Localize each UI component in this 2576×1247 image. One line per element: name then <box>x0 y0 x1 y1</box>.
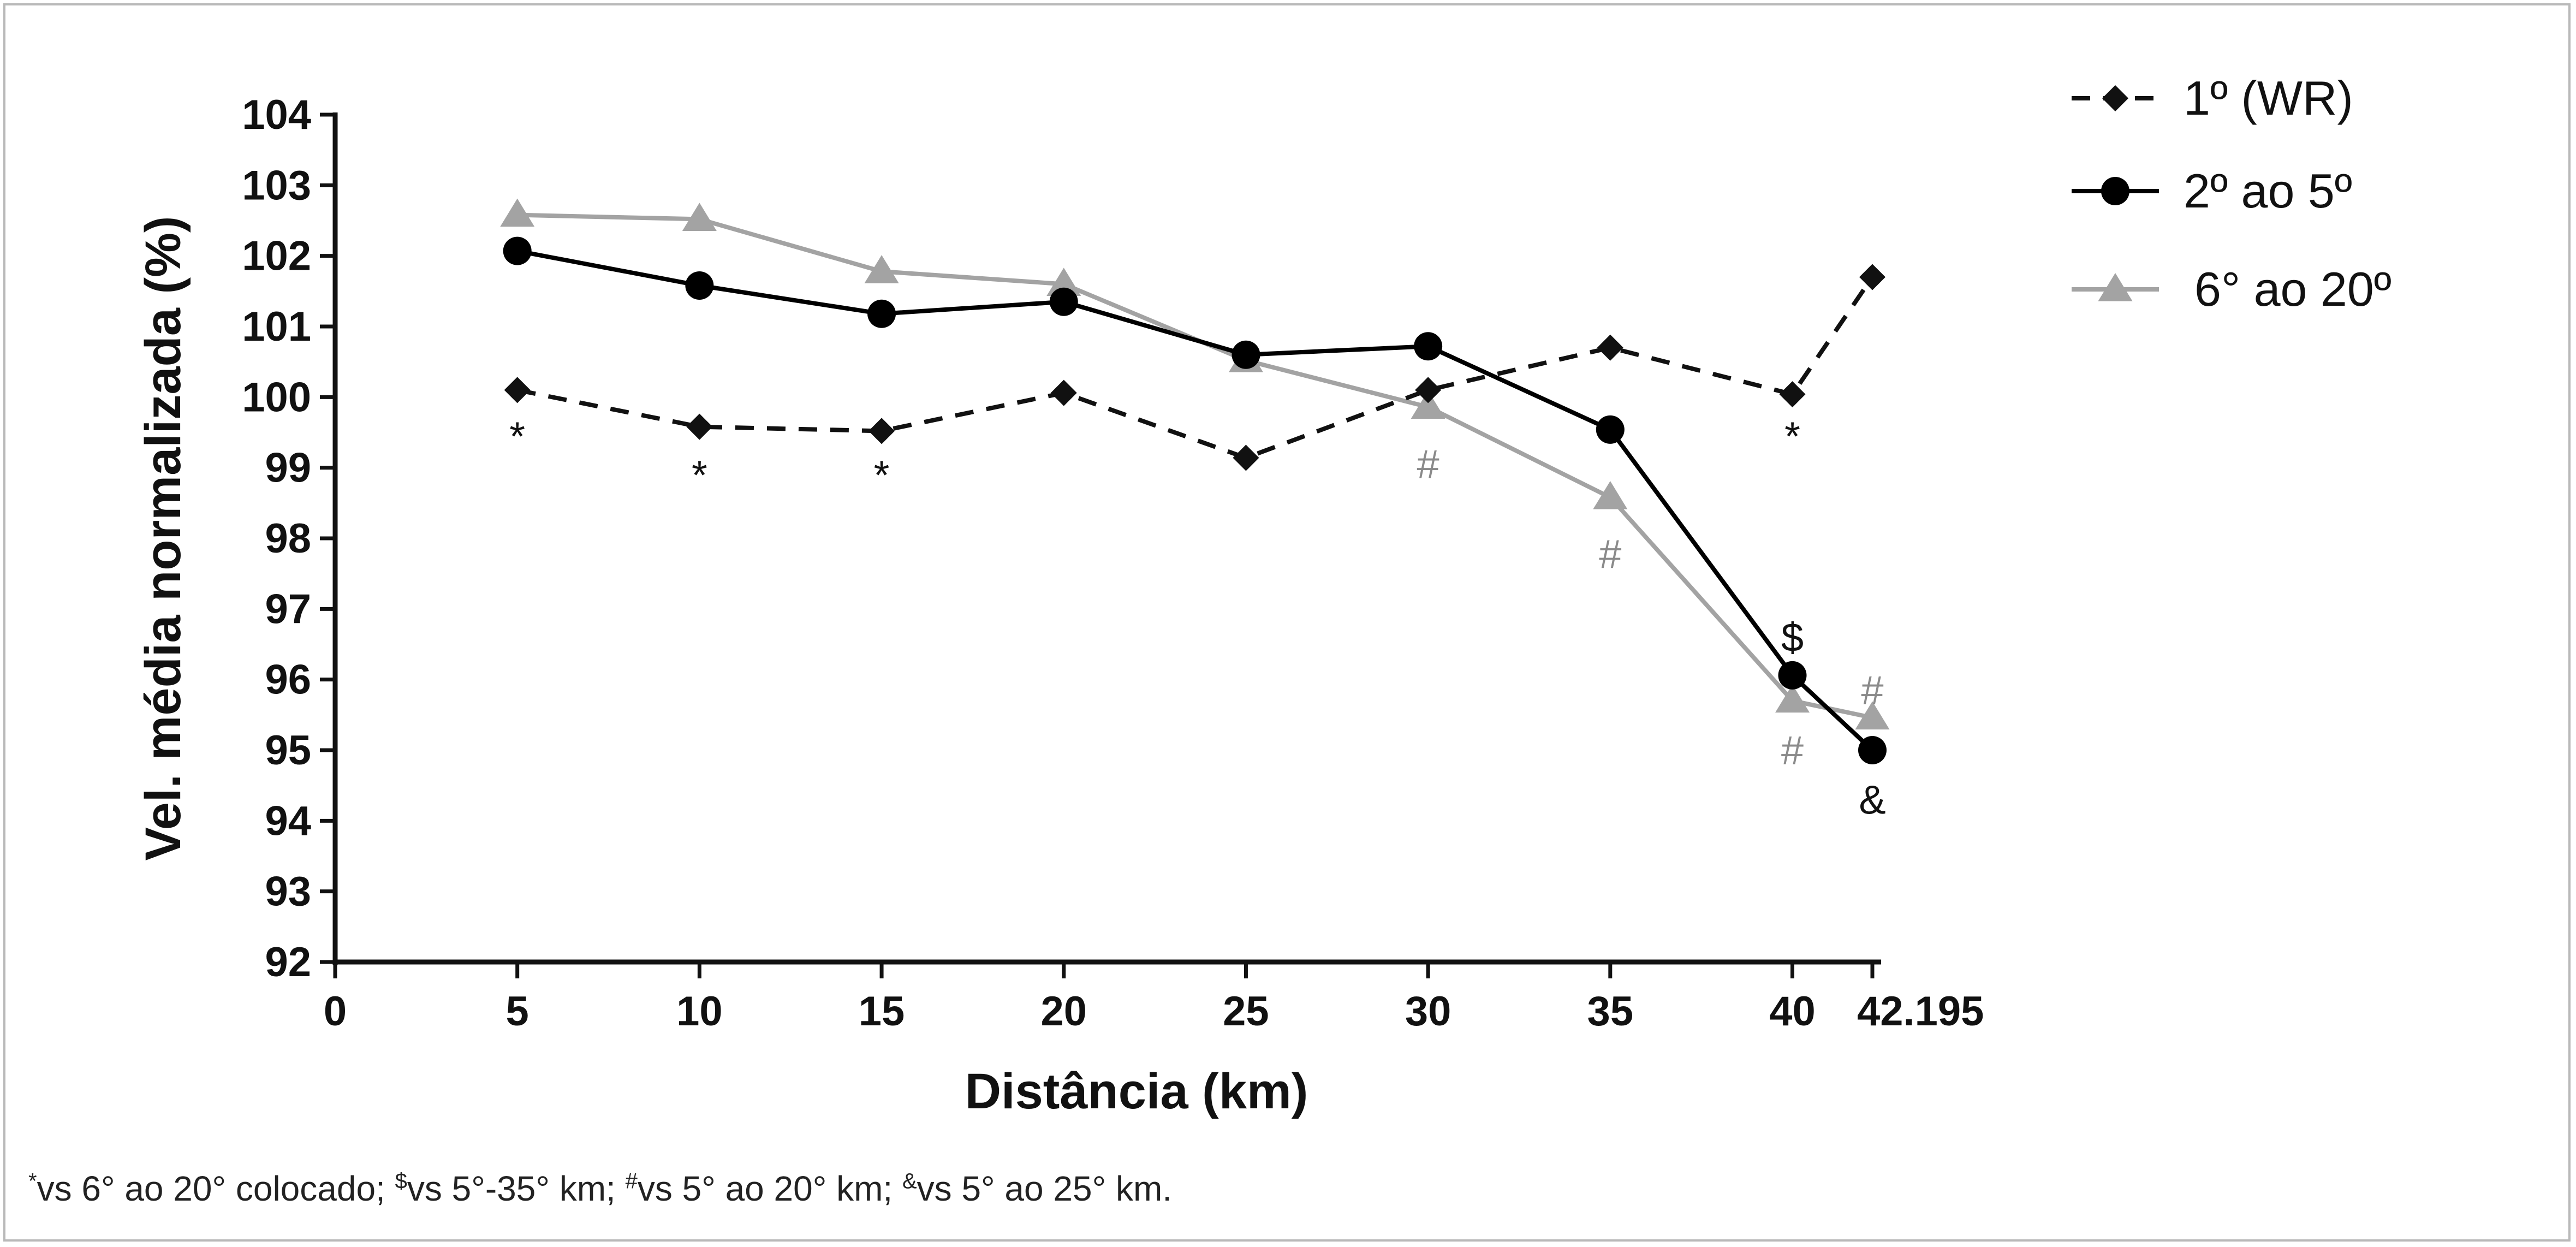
footnote-marker-dollar: $ <box>395 1169 407 1193</box>
data-point <box>1778 661 1807 690</box>
x-tick-label: 0 <box>324 988 347 1035</box>
footnote-marker-asterisk: * <box>28 1169 37 1193</box>
y-tick-label: 102 <box>242 233 311 280</box>
y-tick-label: 99 <box>265 445 311 491</box>
y-tick-label: 100 <box>242 374 311 420</box>
data-point <box>503 236 532 265</box>
legend-marker <box>2102 85 2128 111</box>
data-point <box>1411 390 1445 419</box>
data-point <box>1775 684 1810 713</box>
data-point <box>685 271 714 300</box>
legend-marker <box>2101 177 2129 205</box>
data-point <box>1593 480 1628 509</box>
data-point <box>1855 701 1890 730</box>
significance-marker: $ <box>1781 615 1804 660</box>
x-tick-label: 25 <box>1223 988 1269 1035</box>
series-line <box>516 276 1875 460</box>
y-tick-label: 95 <box>265 727 311 774</box>
data-point <box>1597 334 1623 361</box>
x-tick-label: 30 <box>1405 988 1451 1035</box>
footnote-marker-ampersand: & <box>902 1169 917 1193</box>
significance-marker: # <box>1417 442 1439 487</box>
x-tick-label: 10 <box>676 988 723 1035</box>
y-tick-label: 98 <box>265 515 311 562</box>
y-tick-label: 96 <box>265 657 311 703</box>
x-tick-label: 35 <box>1587 988 1634 1035</box>
y-axis-title: Vel. média normalizada (%) <box>135 216 191 860</box>
data-point <box>1232 340 1260 369</box>
y-tick-label: 104 <box>242 92 311 138</box>
chart-series <box>500 198 1890 764</box>
significance-marker: * <box>874 453 890 498</box>
footnote-text-3: vs 5° ao 20° km; <box>637 1169 902 1208</box>
y-tick-label: 94 <box>265 798 311 844</box>
legend-marker <box>2098 273 2133 301</box>
chart-legend: 1º (WR) 2º ao 5º 6° ao 20º <box>2072 71 2391 316</box>
footnote-marker-hash: # <box>625 1169 638 1193</box>
y-tick-label: 97 <box>265 586 311 632</box>
data-point <box>1049 287 1078 316</box>
significance-marker: & <box>1859 777 1885 823</box>
series-line <box>516 248 1874 752</box>
data-point <box>1779 381 1806 408</box>
data-point <box>686 413 713 440</box>
data-point <box>1858 736 1887 764</box>
data-point <box>682 203 717 231</box>
series-1 <box>503 236 1887 764</box>
data-point <box>868 418 895 444</box>
significance-marker: # <box>1599 531 1621 577</box>
y-tick-label: 92 <box>265 939 311 985</box>
data-point <box>1233 444 1259 471</box>
y-tick-label: 93 <box>265 869 311 915</box>
footnote-text-1: vs 6° ao 20° colocado; <box>37 1169 395 1208</box>
x-tick-label: 40 <box>1769 988 1816 1035</box>
series-0 <box>504 264 1885 471</box>
x-axis-title: Distância (km) <box>965 1064 1308 1119</box>
significance-marker: # <box>1781 728 1804 773</box>
legend-label: 2º ao 5º <box>2184 164 2352 218</box>
x-tick-label: 20 <box>1040 988 1087 1035</box>
data-point <box>1415 377 1442 403</box>
data-point <box>1050 379 1077 406</box>
data-point <box>1859 264 1885 290</box>
significance-marker: * <box>1784 413 1800 459</box>
figure-footnote: *vs 6° ao 20° colocado; $vs 5°-35° km; #… <box>28 1168 2539 1223</box>
legend-label: 6° ao 20º <box>2194 262 2391 316</box>
figure-frame <box>3 3 2571 1242</box>
footnote-text-2: vs 5°-35° km; <box>407 1169 626 1208</box>
y-tick-label: 101 <box>242 304 311 350</box>
data-point <box>500 198 535 227</box>
x-tick-label: 5 <box>506 988 529 1035</box>
data-point <box>1596 415 1625 444</box>
data-point <box>504 377 531 403</box>
footnote-text-4: vs 5° ao 25° km. <box>917 1169 1173 1208</box>
x-tick-label: 42.195 <box>1857 988 1984 1035</box>
x-tick-label: 15 <box>859 988 905 1035</box>
significance-marker: * <box>692 453 707 498</box>
significance-marker: * <box>509 413 525 459</box>
data-point <box>1414 332 1443 361</box>
significance-marker: # <box>1861 668 1883 713</box>
chart-annotations: * * * # # * $ # # & <box>509 413 1885 822</box>
data-point <box>864 255 899 283</box>
data-point <box>1046 268 1081 296</box>
data-point <box>867 299 896 328</box>
y-tick-label: 103 <box>242 162 311 209</box>
legend-label: 1º (WR) <box>2184 71 2353 125</box>
chart-axes: 92 93 94 95 96 97 98 99 100 101 102 103 104 0 5 10 15 20 2… <box>135 92 1984 1119</box>
